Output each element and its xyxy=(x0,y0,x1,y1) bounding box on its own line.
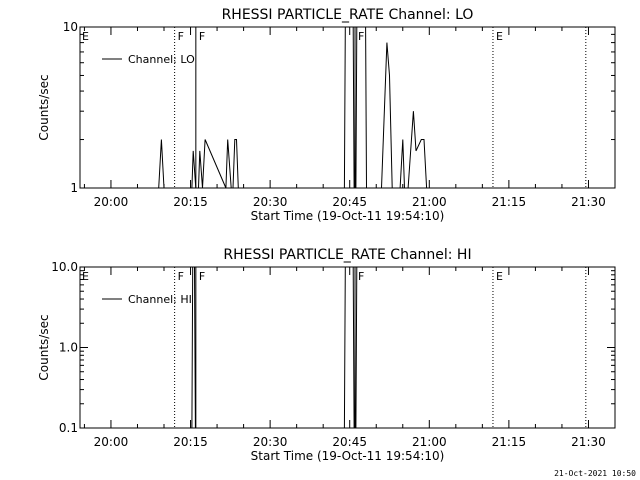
event-marker-label: F xyxy=(178,270,184,283)
event-marker-label: F xyxy=(199,270,205,283)
chart-panel-1: RHESSI PARTICLE_RATE Channel: LO F F F E E 20:… xyxy=(37,7,616,223)
data-series-line xyxy=(191,266,358,429)
event-marker-label: F xyxy=(199,30,205,43)
x-tick-label: 20:15 xyxy=(173,435,208,449)
edge-event-label: E xyxy=(82,270,89,283)
event-marker-label: F xyxy=(358,270,364,283)
x-tick-label: 21:00 xyxy=(412,195,447,209)
y-axis-label: Counts/sec xyxy=(37,314,51,380)
y-tick-label: 1.0 xyxy=(59,341,78,355)
y-tick-label: 0.1 xyxy=(59,421,78,435)
x-tick-label: 20:00 xyxy=(94,435,129,449)
legend-label: Channel: HI xyxy=(128,293,192,306)
x-tick-label: 20:45 xyxy=(332,435,367,449)
x-tick-label: 20:00 xyxy=(94,195,129,209)
x-axis-label: Start Time (19-Oct-11 19:54:10) xyxy=(251,449,445,463)
x-tick-label: 21:30 xyxy=(571,195,606,209)
x-tick-label: 20:15 xyxy=(173,195,208,209)
chart-panel-2: RHESSI PARTICLE_RATE Channel: HI F F F E E 20:… xyxy=(37,247,616,463)
y-tick-label: 1 xyxy=(70,181,78,195)
timestamp-footer: 21-Oct-2021 10:50 xyxy=(554,469,636,478)
event-marker-label: F xyxy=(358,30,364,43)
event-marker-label: F xyxy=(178,30,184,43)
event-marker-label: E xyxy=(496,270,503,283)
x-tick-label: 20:45 xyxy=(332,195,367,209)
x-tick-label: 21:15 xyxy=(492,195,527,209)
legend-label: Channel: LO xyxy=(128,53,195,66)
x-tick-label: 21:00 xyxy=(412,435,447,449)
plot-frame xyxy=(79,26,616,189)
plot-frame xyxy=(79,266,616,429)
y-axis-label: Counts/sec xyxy=(37,74,51,140)
x-tick-label: 20:30 xyxy=(253,435,288,449)
y-tick-label: 10 xyxy=(63,20,78,34)
x-axis-label: Start Time (19-Oct-11 19:54:10) xyxy=(251,209,445,223)
data-series-line xyxy=(158,26,428,189)
edge-event-label: E xyxy=(82,30,89,43)
chart-title: RHESSI PARTICLE_RATE Channel: HI xyxy=(223,247,471,263)
chart-title: RHESSI PARTICLE_RATE Channel: LO xyxy=(222,7,474,23)
x-tick-label: 21:15 xyxy=(492,435,527,449)
event-marker-label: E xyxy=(496,30,503,43)
x-tick-label: 21:30 xyxy=(571,435,606,449)
y-tick-label: 10.0 xyxy=(51,260,78,274)
x-tick-label: 20:30 xyxy=(253,195,288,209)
